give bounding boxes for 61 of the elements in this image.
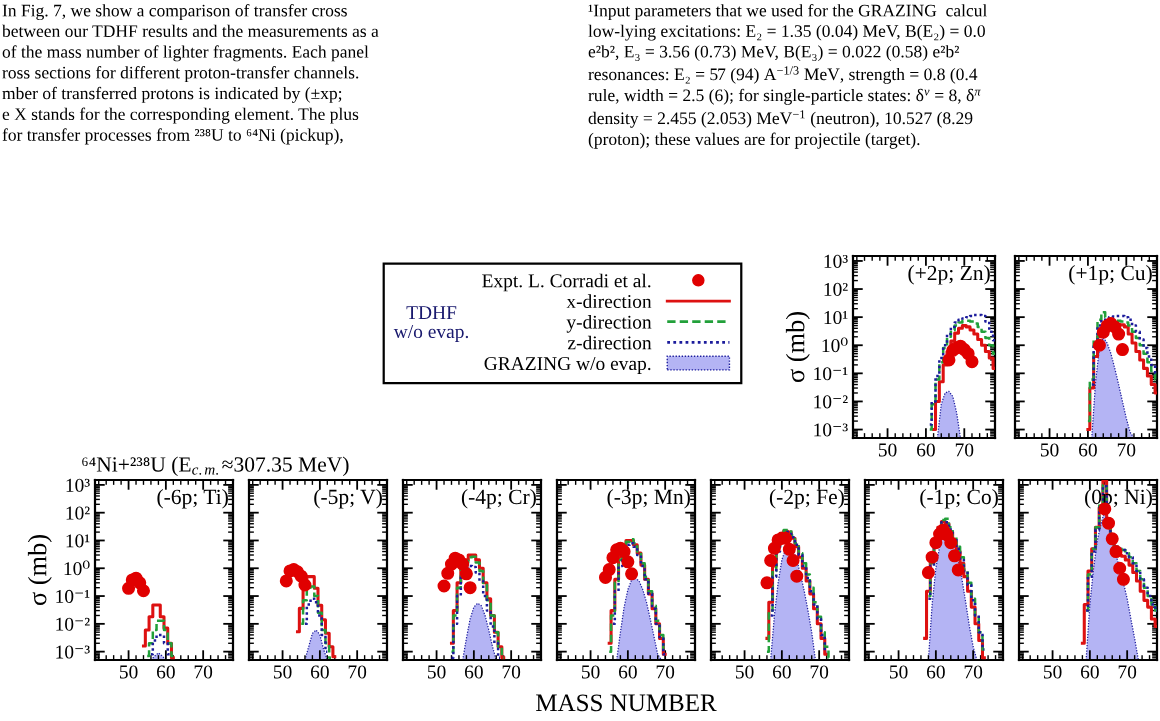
x-tick-label: 50 [1043,665,1062,679]
x-tick-label: 60 [310,665,329,679]
y-tick-label: 10² [824,282,848,296]
x-tick-label: 50 [427,665,446,679]
x-tick-label: 60 [464,665,483,679]
x-tick-label: 50 [889,665,908,679]
annotation: (-1p; Co) [920,489,998,509]
y-tick-label: 10¹ [824,310,848,325]
y-tick-label: 10⁻³ [56,645,90,659]
x-tick-label: 60 [917,443,935,457]
legend-label: Expt. L. Corradi et al. [482,273,651,292]
x-tick-label: 70 [810,665,829,679]
x-tick-label: 50 [273,665,292,679]
annotation: (+1p; Cu) [1069,265,1152,285]
x-tick-label: 50 [878,443,897,457]
x-tick-label: 50 [581,665,600,679]
annotation: (-5p; V) [314,489,382,509]
y-tick-label: 10⁰ [822,337,848,353]
y-tick-label: 10⁰ [64,560,90,576]
x-tick-label: 70 [1117,443,1136,457]
x-tick-label: 70 [502,665,521,679]
x-tick-label: 60 [1079,443,1097,457]
annotation: (-4p; Cr) [461,489,536,509]
x-tick-label: 70 [1118,665,1137,679]
y-tick-label: 10⁻² [814,395,848,409]
y-tick-label: 10⁻¹ [814,367,848,381]
y-tick-label: 10¹ [66,534,90,548]
x-tick-label: 50 [735,665,754,679]
annotation: (-2p; Fe) [769,489,844,509]
x-tick-label: 70 [348,665,367,679]
legend-label: z-direction [567,335,652,350]
text: ¹Input parameters that we used for the GRAZING calcul low-lying excitations: E₂ = 1.35 (0.04) MeV, B(E₂) = 0.0 e²b², E₃ = 3.56 (0.73) MeV, B(E₃) = 0.022 (0.58) e²b² resonances: E₂ = 57 (94) A$^{−1/3}$ MeV, strength = 0.8 (0.4 rule, width = 2.5 (6); for single-particle states: δ$^{ν}$ = 8, δ$^{π}$ density = 2.455 (2.053) MeV$^{−1}$ (neutron), 10.527 (8.29 (proton); these values are for projectile (target). [588,4,987,149]
legend-label: x-direction [566,294,652,309]
y-tick-label: 10² [66,506,90,520]
x-tick-label: 60 [156,665,175,679]
x-tick-label: 60 [1080,665,1099,679]
y-tick-label: 10⁻³ [814,423,848,437]
annotation: (-3p; Mn) [607,489,690,509]
y-tick-label: 10⁻¹ [56,589,90,603]
y-axis-title: σ (mb) [27,535,52,606]
x-tick-label: 60 [772,665,791,679]
y-axis-title: σ (mb) [785,312,810,383]
annotation: (-6p; Ti) [157,489,228,509]
annotation: (+2p; Zn) [908,265,990,285]
chart-title: ⁶⁴Ni+²³⁸U (E$_{c.m.}$≈307.35 MeV) [82,456,349,477]
x-tick-label: 50 [1040,443,1059,457]
x-tick-label: 60 [618,665,637,679]
y-tick-label: 10³ [66,478,90,492]
legend-label: y-direction [566,315,652,333]
x-tick-label: 50 [119,665,138,679]
x-tick-label: 70 [656,665,675,679]
x-tick-label: 70 [194,665,213,679]
y-tick-label: 10³ [824,254,848,268]
x-axis-title: MASS NUMBER [536,694,717,712]
x-tick-label: 70 [955,443,974,457]
legend-label: GRAZING w/o evap. [484,357,651,375]
x-tick-label: 70 [964,665,983,679]
legend-title: TDHF w/o evap. [393,306,469,343]
x-tick-label: 60 [926,665,945,679]
y-tick-label: 10⁻² [56,617,90,631]
text: In Fig. 7, we show a comparison of transfer cross between our TDHF results and the measurements as a of the mass number of lighter fragments. Each panel ross sections for different proton-transfer channels. mber of transferred protons is indicated by (±xp; e X stands for the corresponding element. The plus for transfer processes from ²³⁸U to ⁶⁴Ni (pickup), [2,4,379,145]
